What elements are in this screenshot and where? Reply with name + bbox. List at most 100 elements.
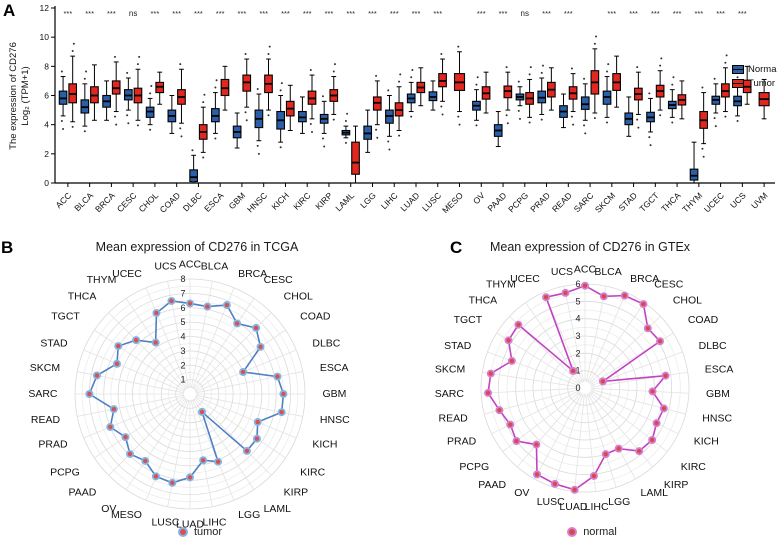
legend-item-tumor: Tumor xyxy=(732,78,777,89)
svg-text:PRAD: PRAD xyxy=(447,435,477,447)
svg-text:PRAD: PRAD xyxy=(528,190,552,214)
svg-text:***: *** xyxy=(477,9,486,18)
legend-tumor-label: Tumor xyxy=(748,78,776,89)
svg-text:ACC: ACC xyxy=(179,258,202,270)
svg-text:SKCM: SKCM xyxy=(593,190,617,214)
svg-text:BRCA: BRCA xyxy=(93,190,117,214)
svg-text:LUAD: LUAD xyxy=(398,190,421,213)
svg-text:STAD: STAD xyxy=(444,340,472,352)
boxplot-legend: Normal Tumor xyxy=(732,64,777,89)
svg-text:LUAD: LUAD xyxy=(559,501,587,513)
svg-text:KIRP: KIRP xyxy=(284,487,309,499)
svg-text:***: *** xyxy=(738,9,747,18)
svg-text:***: *** xyxy=(346,9,355,18)
svg-text:3: 3 xyxy=(575,331,580,341)
svg-text:Log₂ (TPM+1): Log₂ (TPM+1) xyxy=(20,66,31,125)
svg-text:***: *** xyxy=(499,9,508,18)
svg-text:THCA: THCA xyxy=(659,190,683,214)
svg-text:4: 4 xyxy=(180,332,185,342)
svg-text:SARC: SARC xyxy=(28,388,58,400)
svg-text:SKCM: SKCM xyxy=(435,364,465,376)
svg-text:DLBC: DLBC xyxy=(312,337,340,349)
svg-text:ACC: ACC xyxy=(54,190,74,210)
svg-text:LGG: LGG xyxy=(608,496,630,508)
svg-text:THCA: THCA xyxy=(68,290,97,302)
svg-text:CESC: CESC xyxy=(654,279,684,291)
legend-normal-label: Normal xyxy=(748,64,777,75)
panel-b-label: B xyxy=(1,238,14,257)
svg-text:TGCT: TGCT xyxy=(637,190,660,213)
svg-text:OV: OV xyxy=(471,190,487,206)
svg-text:5: 5 xyxy=(180,317,185,327)
svg-text:1: 1 xyxy=(180,375,185,385)
svg-text:ns: ns xyxy=(129,9,137,18)
svg-text:***: *** xyxy=(673,9,682,18)
svg-text:ESCA: ESCA xyxy=(320,362,349,374)
svg-text:SARC: SARC xyxy=(572,190,596,214)
svg-text:2: 2 xyxy=(180,360,185,370)
svg-text:THCA: THCA xyxy=(469,295,498,307)
svg-text:***: *** xyxy=(412,9,421,18)
svg-text:***: *** xyxy=(651,9,660,18)
svg-text:ESCA: ESCA xyxy=(705,364,734,376)
svg-text:***: *** xyxy=(325,9,334,18)
svg-text:UCS: UCS xyxy=(154,261,176,273)
svg-text:GBM: GBM xyxy=(706,388,730,400)
svg-text:2: 2 xyxy=(575,348,580,358)
svg-text:BLCA: BLCA xyxy=(72,190,95,213)
svg-text:STAD: STAD xyxy=(616,190,639,213)
svg-text:6: 6 xyxy=(180,303,185,313)
svg-text:KIRP: KIRP xyxy=(664,479,689,491)
svg-text:MESO: MESO xyxy=(440,190,465,215)
svg-text:PAAD: PAAD xyxy=(485,190,508,213)
svg-text:***: *** xyxy=(216,9,225,18)
svg-text:LIHC: LIHC xyxy=(585,501,609,513)
svg-text:***: *** xyxy=(281,9,290,18)
svg-text:COAD: COAD xyxy=(158,190,182,214)
tumor-marker-icon xyxy=(177,527,188,537)
boxplot-svg: 0 2 4 6 8 10 12 The expression of CD276 Log₂ (TP… xyxy=(8,3,775,215)
svg-text:ESCA: ESCA xyxy=(202,190,226,214)
svg-text:3: 3 xyxy=(180,346,185,356)
svg-text:LAML: LAML xyxy=(333,190,356,213)
normal-marker-icon xyxy=(567,527,578,537)
svg-text:7: 7 xyxy=(180,288,185,298)
svg-text:OV: OV xyxy=(101,503,116,515)
svg-text:***: *** xyxy=(259,9,268,18)
svg-text:8: 8 xyxy=(180,274,185,284)
svg-text:***: *** xyxy=(303,9,312,18)
svg-text:LUSC: LUSC xyxy=(151,516,179,528)
svg-text:READ: READ xyxy=(31,414,61,426)
svg-text:SARC: SARC xyxy=(435,388,465,400)
svg-text:LIHC: LIHC xyxy=(379,190,400,211)
svg-text:LGG: LGG xyxy=(238,509,260,521)
svg-text:ns: ns xyxy=(521,9,529,18)
svg-text:CESC: CESC xyxy=(264,274,294,286)
svg-text:HNSC: HNSC xyxy=(320,414,350,426)
svg-text:SKCM: SKCM xyxy=(30,362,60,374)
svg-text:BRCA: BRCA xyxy=(238,268,267,280)
svg-text:PCPG: PCPG xyxy=(506,190,530,214)
svg-text:8: 8 xyxy=(44,61,49,71)
svg-text:PCPG: PCPG xyxy=(50,467,80,479)
svg-text:4: 4 xyxy=(575,314,580,324)
boxplot-panel: 0 2 4 6 8 10 12 The expression of CD276 Log₂ (TP… xyxy=(0,0,777,240)
svg-text:***: *** xyxy=(694,9,703,18)
svg-text:HNSC: HNSC xyxy=(702,412,732,424)
svg-text:OV: OV xyxy=(514,487,529,499)
svg-text:LUSC: LUSC xyxy=(537,496,565,508)
svg-text:ACC: ACC xyxy=(574,264,597,276)
radar-c-title: Mean expression of CD276 in GTEx xyxy=(489,240,691,254)
svg-text:BRCA: BRCA xyxy=(630,273,659,285)
radar-gtex-panel: 0 1 2 3 4 5 6 ACC BLCA BRCA CESC CHOL COAD DLBC ESCA GB… xyxy=(415,238,777,546)
svg-text:***: *** xyxy=(390,9,399,18)
radar-b-legend-label: tumor xyxy=(193,526,223,538)
svg-text:THYM: THYM xyxy=(87,274,117,286)
radar-c-legend: normal xyxy=(522,526,662,538)
svg-text:PRAD: PRAD xyxy=(38,439,68,451)
svg-text:UCEC: UCEC xyxy=(510,273,540,285)
svg-text:GBM: GBM xyxy=(322,388,346,400)
svg-text:***: *** xyxy=(194,9,203,18)
